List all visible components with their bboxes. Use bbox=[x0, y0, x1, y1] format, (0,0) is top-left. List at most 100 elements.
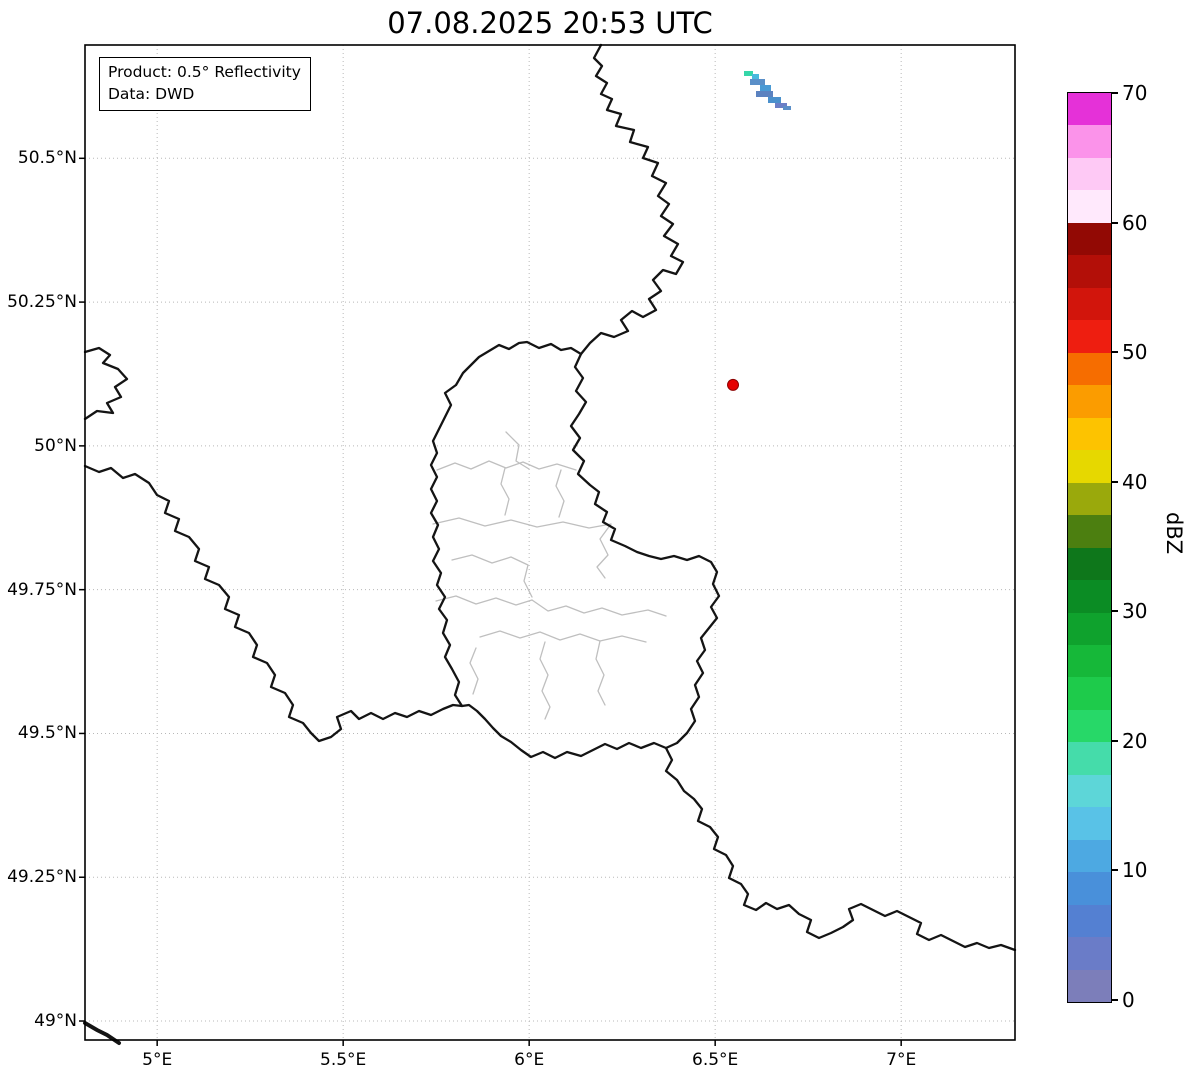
colorbar-segments bbox=[1068, 93, 1111, 1003]
x-tick-label: 5.5°E bbox=[320, 1050, 367, 1070]
colorbar-tick-label: 30 bbox=[1122, 599, 1148, 624]
colorbar-tick bbox=[1111, 739, 1118, 742]
colorbar-segment bbox=[1068, 417, 1111, 451]
colorbar-segment bbox=[1068, 742, 1111, 775]
colorbar-tick-label: 60 bbox=[1122, 210, 1148, 235]
colorbar bbox=[1067, 92, 1112, 1003]
colorbar-segment bbox=[1068, 482, 1111, 516]
colorbar-segment bbox=[1068, 969, 1111, 1003]
colorbar-tick-label: 70 bbox=[1122, 81, 1148, 105]
colorbar-segment bbox=[1068, 287, 1111, 321]
colorbar-tick bbox=[1111, 221, 1118, 224]
district-border-line bbox=[469, 647, 479, 695]
radar-station-marker bbox=[727, 378, 740, 391]
colorbar-segment bbox=[1068, 190, 1111, 223]
product-line: Product: 0.5° Reflectivity bbox=[108, 63, 301, 81]
colorbar-segment bbox=[1068, 255, 1111, 288]
radar-echo-cell bbox=[783, 106, 791, 110]
country-border-corner-fragment bbox=[83, 1021, 121, 1045]
country-border-france-belgium bbox=[83, 464, 464, 743]
country-border-luxembourg bbox=[429, 340, 721, 760]
colorbar-segment bbox=[1068, 937, 1111, 970]
x-tick-label: 6.5°E bbox=[692, 1050, 739, 1070]
country-border-givet-salient bbox=[83, 346, 129, 421]
x-tick-label: 7°E bbox=[886, 1050, 917, 1070]
plot-frame bbox=[84, 44, 1016, 1041]
axis-ticks bbox=[79, 157, 902, 1046]
district-border-line bbox=[555, 469, 565, 518]
radar-echo-cell bbox=[775, 103, 787, 108]
district-border-line bbox=[500, 467, 510, 516]
district-border-line bbox=[435, 595, 533, 606]
colorbar-segment bbox=[1068, 807, 1111, 840]
y-tick-label: 49°N bbox=[34, 1011, 77, 1032]
colorbar-segment bbox=[1068, 93, 1111, 126]
colorbar-segment bbox=[1068, 839, 1111, 873]
y-tick-label: 49.25°N bbox=[7, 867, 77, 888]
colorbar-segment bbox=[1068, 580, 1111, 613]
colorbar-segment bbox=[1068, 352, 1111, 386]
country-borders bbox=[83, 43, 1017, 1045]
district-border-line bbox=[451, 554, 533, 598]
colorbar-tick-label: 10 bbox=[1122, 858, 1148, 883]
colorbar-tick bbox=[1111, 92, 1118, 94]
radar-echo-cell bbox=[760, 85, 771, 91]
colorbar-tick bbox=[1111, 610, 1118, 613]
colorbar-segment bbox=[1068, 547, 1111, 581]
radar-echo-cell bbox=[744, 71, 753, 76]
colorbar-segment bbox=[1068, 774, 1111, 808]
colorbar-segment bbox=[1068, 644, 1111, 678]
colorbar-tick bbox=[1111, 999, 1118, 1001]
y-tick-label: 50.25°N bbox=[7, 292, 77, 313]
y-tick-label: 49.75°N bbox=[7, 579, 77, 600]
colorbar-label: dBZ bbox=[1162, 512, 1186, 555]
colorbar-tick-label: 50 bbox=[1122, 340, 1148, 365]
radar-echo-layer bbox=[744, 71, 791, 110]
x-tick-label: 6°E bbox=[514, 1050, 545, 1070]
district-border-line bbox=[596, 523, 612, 579]
district-border-line bbox=[539, 641, 551, 720]
data-source-line: Data: DWD bbox=[108, 85, 195, 103]
colorbar-segment bbox=[1068, 515, 1111, 548]
gridlines bbox=[85, 45, 1015, 1040]
y-tick-label: 50.5°N bbox=[17, 148, 77, 169]
country-border-france-germany bbox=[664, 746, 1017, 952]
radar-echo-cell bbox=[750, 79, 765, 85]
y-tick-label: 50°N bbox=[34, 435, 77, 456]
colorbar-tick-label: 20 bbox=[1122, 728, 1148, 753]
district-border-line bbox=[505, 431, 530, 470]
colorbar-segment bbox=[1068, 612, 1111, 645]
y-tick-label: 49.5°N bbox=[17, 723, 77, 744]
colorbar-segment bbox=[1068, 222, 1111, 256]
colorbar-segment bbox=[1068, 157, 1111, 191]
colorbar-segment bbox=[1068, 450, 1111, 483]
district-border-line bbox=[595, 640, 606, 706]
district-border-line bbox=[436, 460, 577, 471]
district-borders bbox=[432, 431, 667, 720]
product-info-box: Product: 0.5° Reflectivity Data: DWD bbox=[99, 57, 311, 111]
colorbar-segment bbox=[1068, 677, 1111, 710]
radar-echo-cell bbox=[752, 74, 759, 79]
colorbar-tick bbox=[1111, 480, 1118, 483]
country-border-germany-belgium bbox=[579, 43, 685, 356]
colorbar-tick-label: 40 bbox=[1122, 469, 1148, 494]
district-border-line bbox=[531, 599, 667, 617]
colorbar-segment bbox=[1068, 320, 1111, 353]
colorbar-segment bbox=[1068, 709, 1111, 743]
district-border-line bbox=[479, 630, 647, 643]
colorbar-segment bbox=[1068, 904, 1111, 938]
colorbar-segment bbox=[1068, 385, 1111, 418]
figure-title: 07.08.2025 20:53 UTC bbox=[387, 6, 713, 40]
colorbar-tick bbox=[1111, 869, 1118, 872]
colorbar-segment bbox=[1068, 125, 1111, 158]
radar-echo-cell bbox=[756, 91, 773, 97]
colorbar-tick bbox=[1111, 351, 1118, 354]
district-border-line bbox=[432, 517, 612, 529]
station-marker-layer bbox=[727, 378, 740, 391]
x-tick-label: 5°E bbox=[142, 1050, 173, 1070]
radar-echo-cell bbox=[768, 97, 781, 103]
colorbar-segment bbox=[1068, 872, 1111, 905]
colorbar-tick-label: 0 bbox=[1122, 988, 1135, 1012]
